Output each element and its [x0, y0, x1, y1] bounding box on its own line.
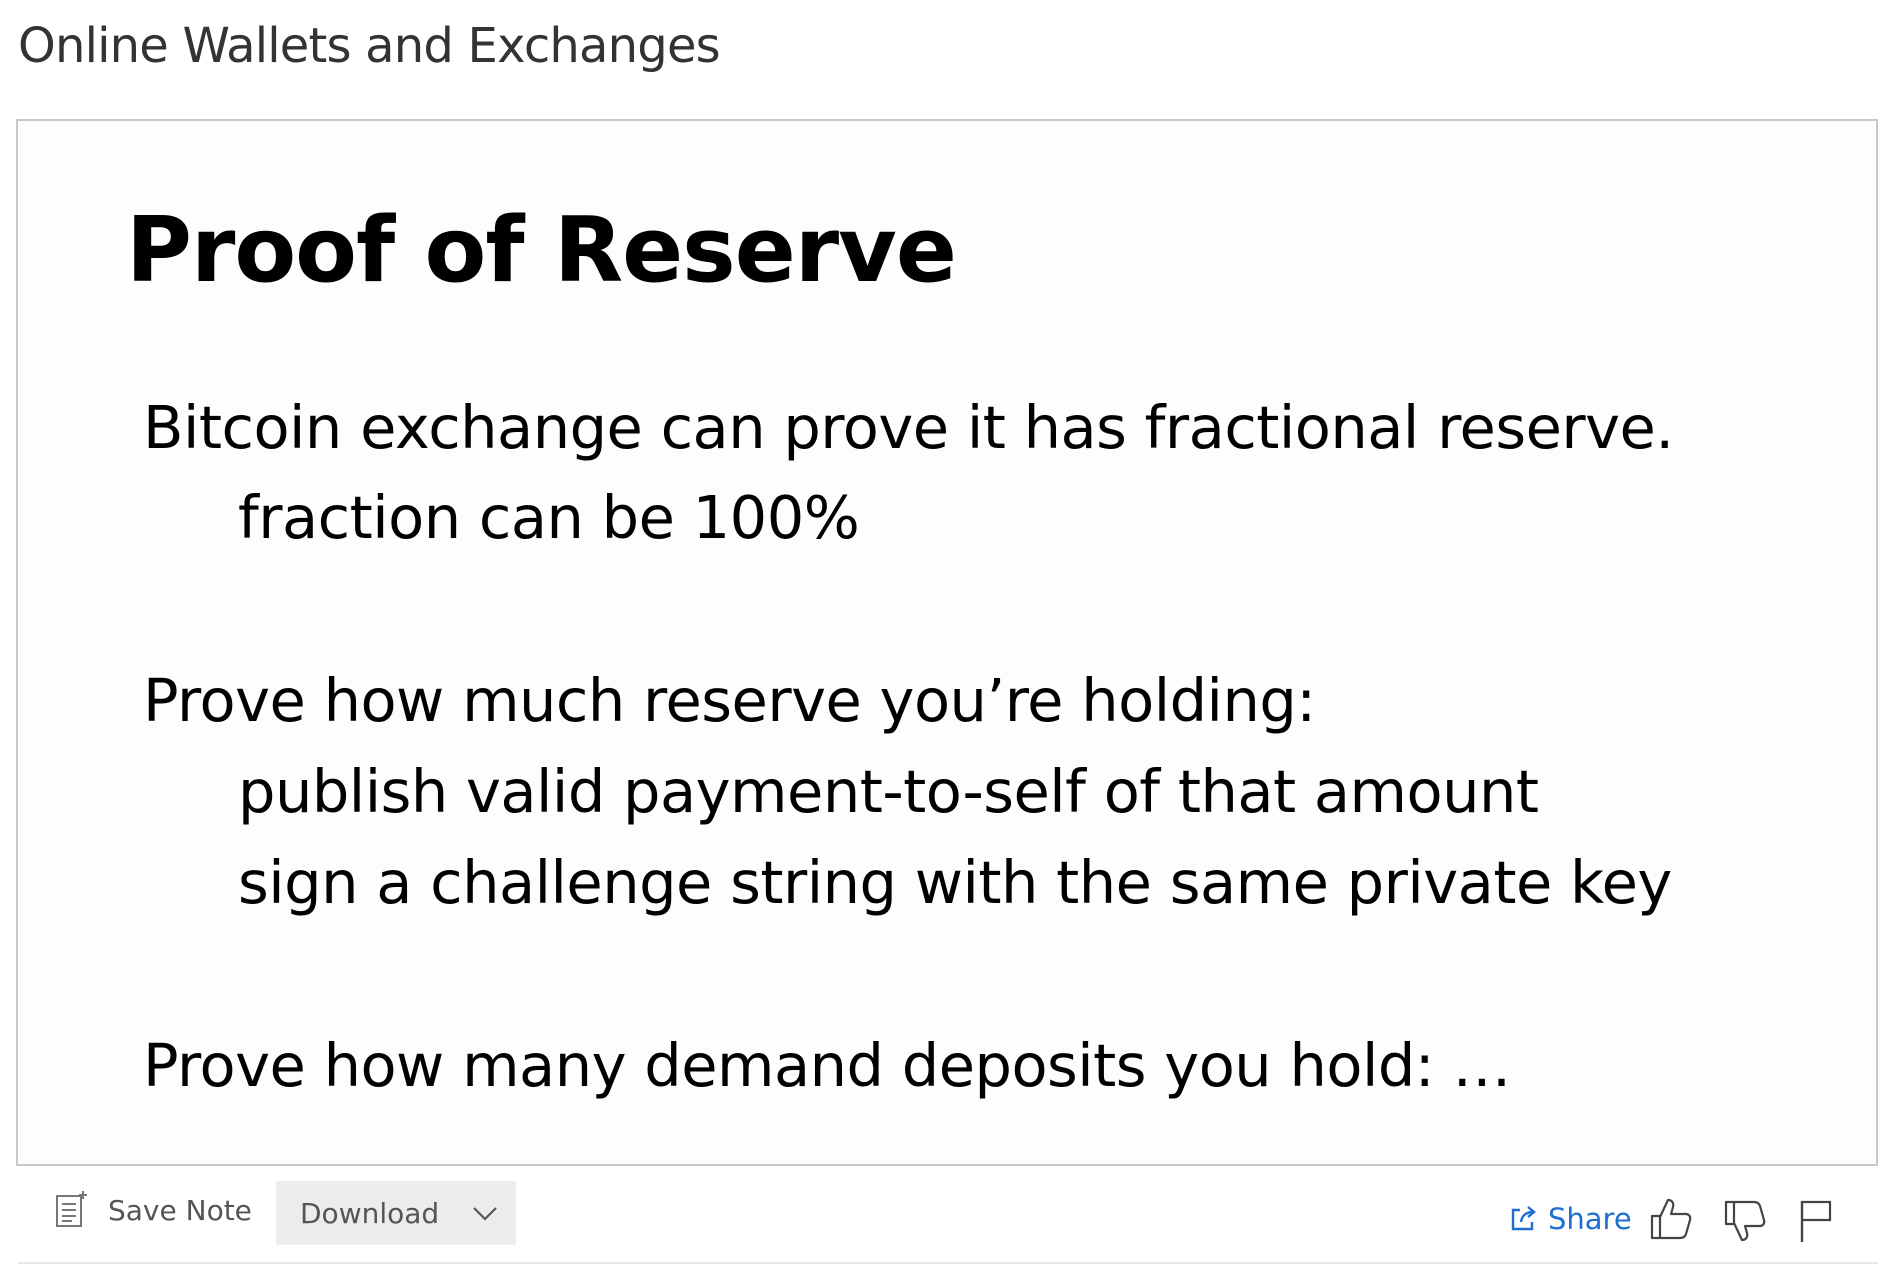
flag-button[interactable] [1796, 1198, 1842, 1244]
slide-bullet: Prove how many demand deposits you hold:… [143, 1031, 1511, 1100]
toolbar-divider [18, 1262, 1878, 1264]
slide-sub-bullet: fraction can be 100% [238, 483, 860, 552]
chevron-down-icon [470, 1199, 500, 1227]
flag-icon [1796, 1200, 1842, 1248]
share-icon [1508, 1204, 1538, 1234]
slide-sub-bullet: sign a challenge string with the same pr… [238, 848, 1672, 917]
like-button[interactable] [1648, 1196, 1694, 1242]
dislike-button[interactable] [1722, 1198, 1768, 1244]
page-title: Online Wallets and Exchanges [18, 18, 721, 74]
slide-viewer: Proof of Reserve Bitcoin exchange can pr… [16, 119, 1878, 1166]
thumbs-down-icon [1722, 1200, 1768, 1248]
slide-sub-bullet: publish valid payment-to-self of that am… [238, 757, 1539, 826]
download-button[interactable]: Download [276, 1181, 516, 1245]
note-icon [54, 1190, 88, 1230]
share-button[interactable]: Share [1508, 1198, 1632, 1240]
download-label: Download [300, 1196, 440, 1230]
save-note-button[interactable]: Save Note [54, 1190, 252, 1230]
save-note-label: Save Note [108, 1193, 252, 1227]
slide-bullet: Prove how much reserve you’re holding: [143, 666, 1316, 735]
share-label: Share [1548, 1202, 1632, 1236]
slide-title: Proof of Reserve [126, 198, 957, 303]
thumbs-up-icon [1648, 1198, 1694, 1246]
slide-bullet: Bitcoin exchange can prove it has fracti… [143, 393, 1674, 462]
